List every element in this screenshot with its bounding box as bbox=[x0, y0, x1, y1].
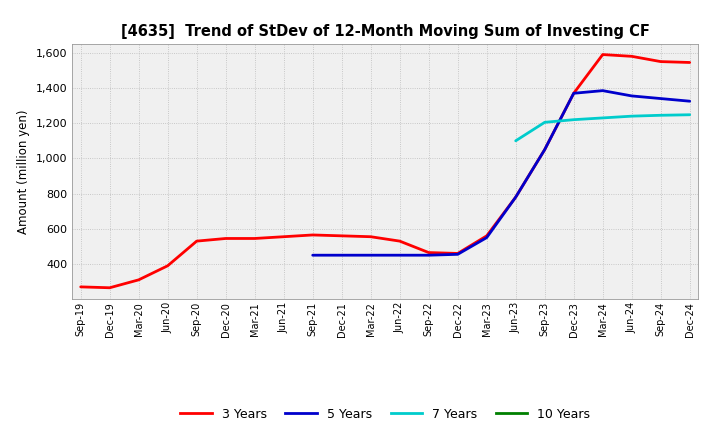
Legend: 3 Years, 5 Years, 7 Years, 10 Years: 3 Years, 5 Years, 7 Years, 10 Years bbox=[176, 403, 595, 425]
Title: [4635]  Trend of StDev of 12-Month Moving Sum of Investing CF: [4635] Trend of StDev of 12-Month Moving… bbox=[121, 24, 649, 39]
Y-axis label: Amount (million yen): Amount (million yen) bbox=[17, 110, 30, 234]
